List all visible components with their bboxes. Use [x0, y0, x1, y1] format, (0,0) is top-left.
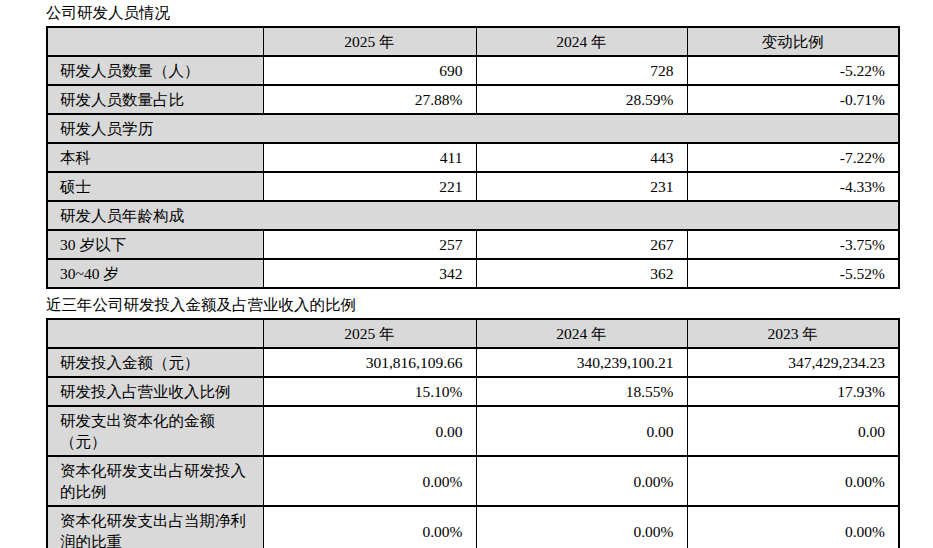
rd-investment-table-header: 2025 年2024 年2023 年	[47, 319, 899, 348]
row-label-cell: 本科	[47, 143, 263, 172]
table-row: 30~40 岁342362-5.52%	[47, 259, 899, 288]
value-cell: 27.88%	[263, 85, 476, 114]
section-label-cell: 研发人员年龄构成	[47, 201, 899, 230]
value-cell: 28.59%	[476, 85, 687, 114]
section-row: 研发人员年龄构成	[47, 201, 899, 230]
header-cell: 2024 年	[476, 319, 687, 348]
value-cell: 0.00%	[687, 506, 899, 548]
rd-personnel-table-header: 2025 年2024 年变动比例	[47, 27, 899, 56]
value-cell: -5.22%	[687, 56, 899, 85]
value-cell: 0.00	[476, 406, 687, 456]
row-label-cell: 资本化研发支出占当期净利润的比重	[47, 506, 263, 548]
value-cell: 347,429,234.23	[687, 348, 899, 377]
value-cell: 18.55%	[476, 377, 687, 406]
value-cell: 17.93%	[687, 377, 899, 406]
table-row: 30 岁以下257267-3.75%	[47, 230, 899, 259]
table-row: 本科411443-7.22%	[47, 143, 899, 172]
value-cell: 0.00	[263, 406, 476, 456]
value-cell: -3.75%	[687, 230, 899, 259]
value-cell: 342	[263, 259, 476, 288]
header-cell: 2025 年	[263, 27, 476, 56]
rd-investment-table: 2025 年2024 年2023 年 研发投入金额（元）301,816,109.…	[46, 318, 900, 548]
rd-investment-title: 近三年公司研发投入金额及占营业收入的比例	[46, 295, 933, 315]
section-row: 研发人员学历	[47, 114, 899, 143]
value-cell: 443	[476, 143, 687, 172]
document-page: 公司研发人员情况 2025 年2024 年变动比例 研发人员数量（人）69072…	[0, 0, 933, 548]
table-row: 资本化研发支出占当期净利润的比重0.00%0.00%0.00%	[47, 506, 899, 548]
header-cell: 2025 年	[263, 319, 476, 348]
section-label-cell: 研发人员学历	[47, 114, 899, 143]
value-cell: 0.00	[687, 406, 899, 456]
value-cell: 0.00%	[263, 506, 476, 548]
value-cell: 267	[476, 230, 687, 259]
header-cell-empty	[47, 27, 263, 56]
header-cell: 变动比例	[687, 27, 899, 56]
value-cell: 690	[263, 56, 476, 85]
value-cell: 411	[263, 143, 476, 172]
table-row: 硕士221231-4.33%	[47, 172, 899, 201]
value-cell: 0.00%	[687, 456, 899, 506]
value-cell: 0.00%	[476, 506, 687, 548]
value-cell: 0.00%	[476, 456, 687, 506]
value-cell: 0.00%	[263, 456, 476, 506]
value-cell: -5.52%	[687, 259, 899, 288]
value-cell: -0.71%	[687, 85, 899, 114]
row-label-cell: 30 岁以下	[47, 230, 263, 259]
table-row: 研发人员数量（人）690728-5.22%	[47, 56, 899, 85]
table-row: 资本化研发支出占研发投入的比例0.00%0.00%0.00%	[47, 456, 899, 506]
row-label-cell: 研发人员数量占比	[47, 85, 263, 114]
rd-personnel-title: 公司研发人员情况	[46, 3, 933, 23]
row-label-cell: 研发支出资本化的金额（元）	[47, 406, 263, 456]
rd-personnel-table-body: 研发人员数量（人）690728-5.22%研发人员数量占比27.88%28.59…	[47, 56, 899, 288]
row-label-cell: 研发投入占营业收入比例	[47, 377, 263, 406]
row-label-cell: 资本化研发支出占研发投入的比例	[47, 456, 263, 506]
header-row: 2025 年2024 年2023 年	[47, 319, 899, 348]
row-label-cell: 研发投入金额（元）	[47, 348, 263, 377]
header-row: 2025 年2024 年变动比例	[47, 27, 899, 56]
value-cell: -4.33%	[687, 172, 899, 201]
table-row: 研发投入占营业收入比例15.10%18.55%17.93%	[47, 377, 899, 406]
value-cell: 221	[263, 172, 476, 201]
table-row: 研发投入金额（元）301,816,109.66340,239,100.21347…	[47, 348, 899, 377]
value-cell: 231	[476, 172, 687, 201]
value-cell: 257	[263, 230, 476, 259]
value-cell: 301,816,109.66	[263, 348, 476, 377]
rd-personnel-table: 2025 年2024 年变动比例 研发人员数量（人）690728-5.22%研发…	[46, 26, 900, 289]
row-label-cell: 硕士	[47, 172, 263, 201]
row-label-cell: 30~40 岁	[47, 259, 263, 288]
table-row: 研发支出资本化的金额（元）0.000.000.00	[47, 406, 899, 456]
value-cell: -7.22%	[687, 143, 899, 172]
header-cell-empty	[47, 319, 263, 348]
value-cell: 362	[476, 259, 687, 288]
value-cell: 728	[476, 56, 687, 85]
value-cell: 340,239,100.21	[476, 348, 687, 377]
table-row: 研发人员数量占比27.88%28.59%-0.71%	[47, 85, 899, 114]
value-cell: 15.10%	[263, 377, 476, 406]
rd-investment-table-body: 研发投入金额（元）301,816,109.66340,239,100.21347…	[47, 348, 899, 548]
row-label-cell: 研发人员数量（人）	[47, 56, 263, 85]
header-cell: 2023 年	[687, 319, 899, 348]
header-cell: 2024 年	[476, 27, 687, 56]
